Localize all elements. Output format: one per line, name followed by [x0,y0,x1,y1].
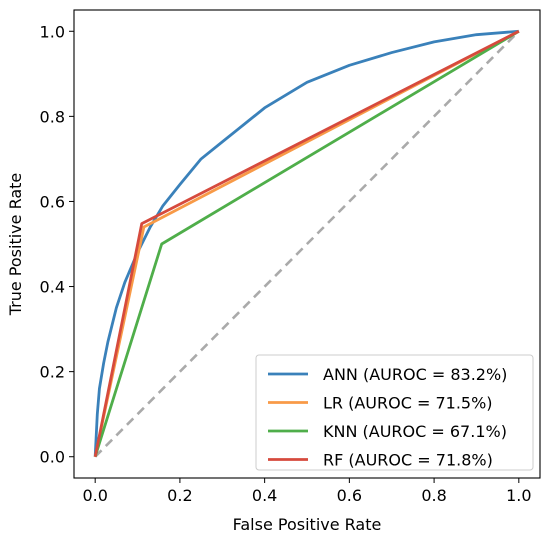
x-tick-label: 0.2 [167,486,192,505]
plot-frame [73,9,541,479]
y-tick-label: 0.6 [40,192,65,211]
y-tick-label: 0.2 [40,363,65,382]
legend-label: LR (AUROC = 71.5%) [323,394,493,413]
y-tick-label: 1.0 [40,22,65,41]
legend-label: KNN (AUROC = 67.1%) [323,422,507,441]
series-line-ann [93,29,519,457]
diagonal-reference-line [94,30,520,458]
x-tick-label: 0.6 [337,486,362,505]
legend-label: RF (AUROC = 71.8%) [323,451,493,470]
x-axis-label: False Positive Rate [233,515,382,534]
x-tick-label: 0.4 [252,486,277,505]
series-line-rf [93,30,520,458]
y-axis-label: True Positive Rate [6,173,25,317]
y-tick-label: 0.0 [40,448,65,467]
y-tick-label: 0.4 [40,278,65,297]
legend-box [255,354,534,471]
series-line-knn [93,30,520,458]
legend-label: ANN (AUROC = 83.2%) [323,365,507,384]
x-tick-label: 0.8 [421,486,446,505]
y-tick-label: 0.8 [40,107,65,126]
legend: ANN (AUROC = 83.2%) LR (AUROC = 71.5%) KNN… [255,354,534,471]
x-tick-label: 0.0 [82,486,107,505]
x-tick-label: 1.0 [506,486,531,505]
